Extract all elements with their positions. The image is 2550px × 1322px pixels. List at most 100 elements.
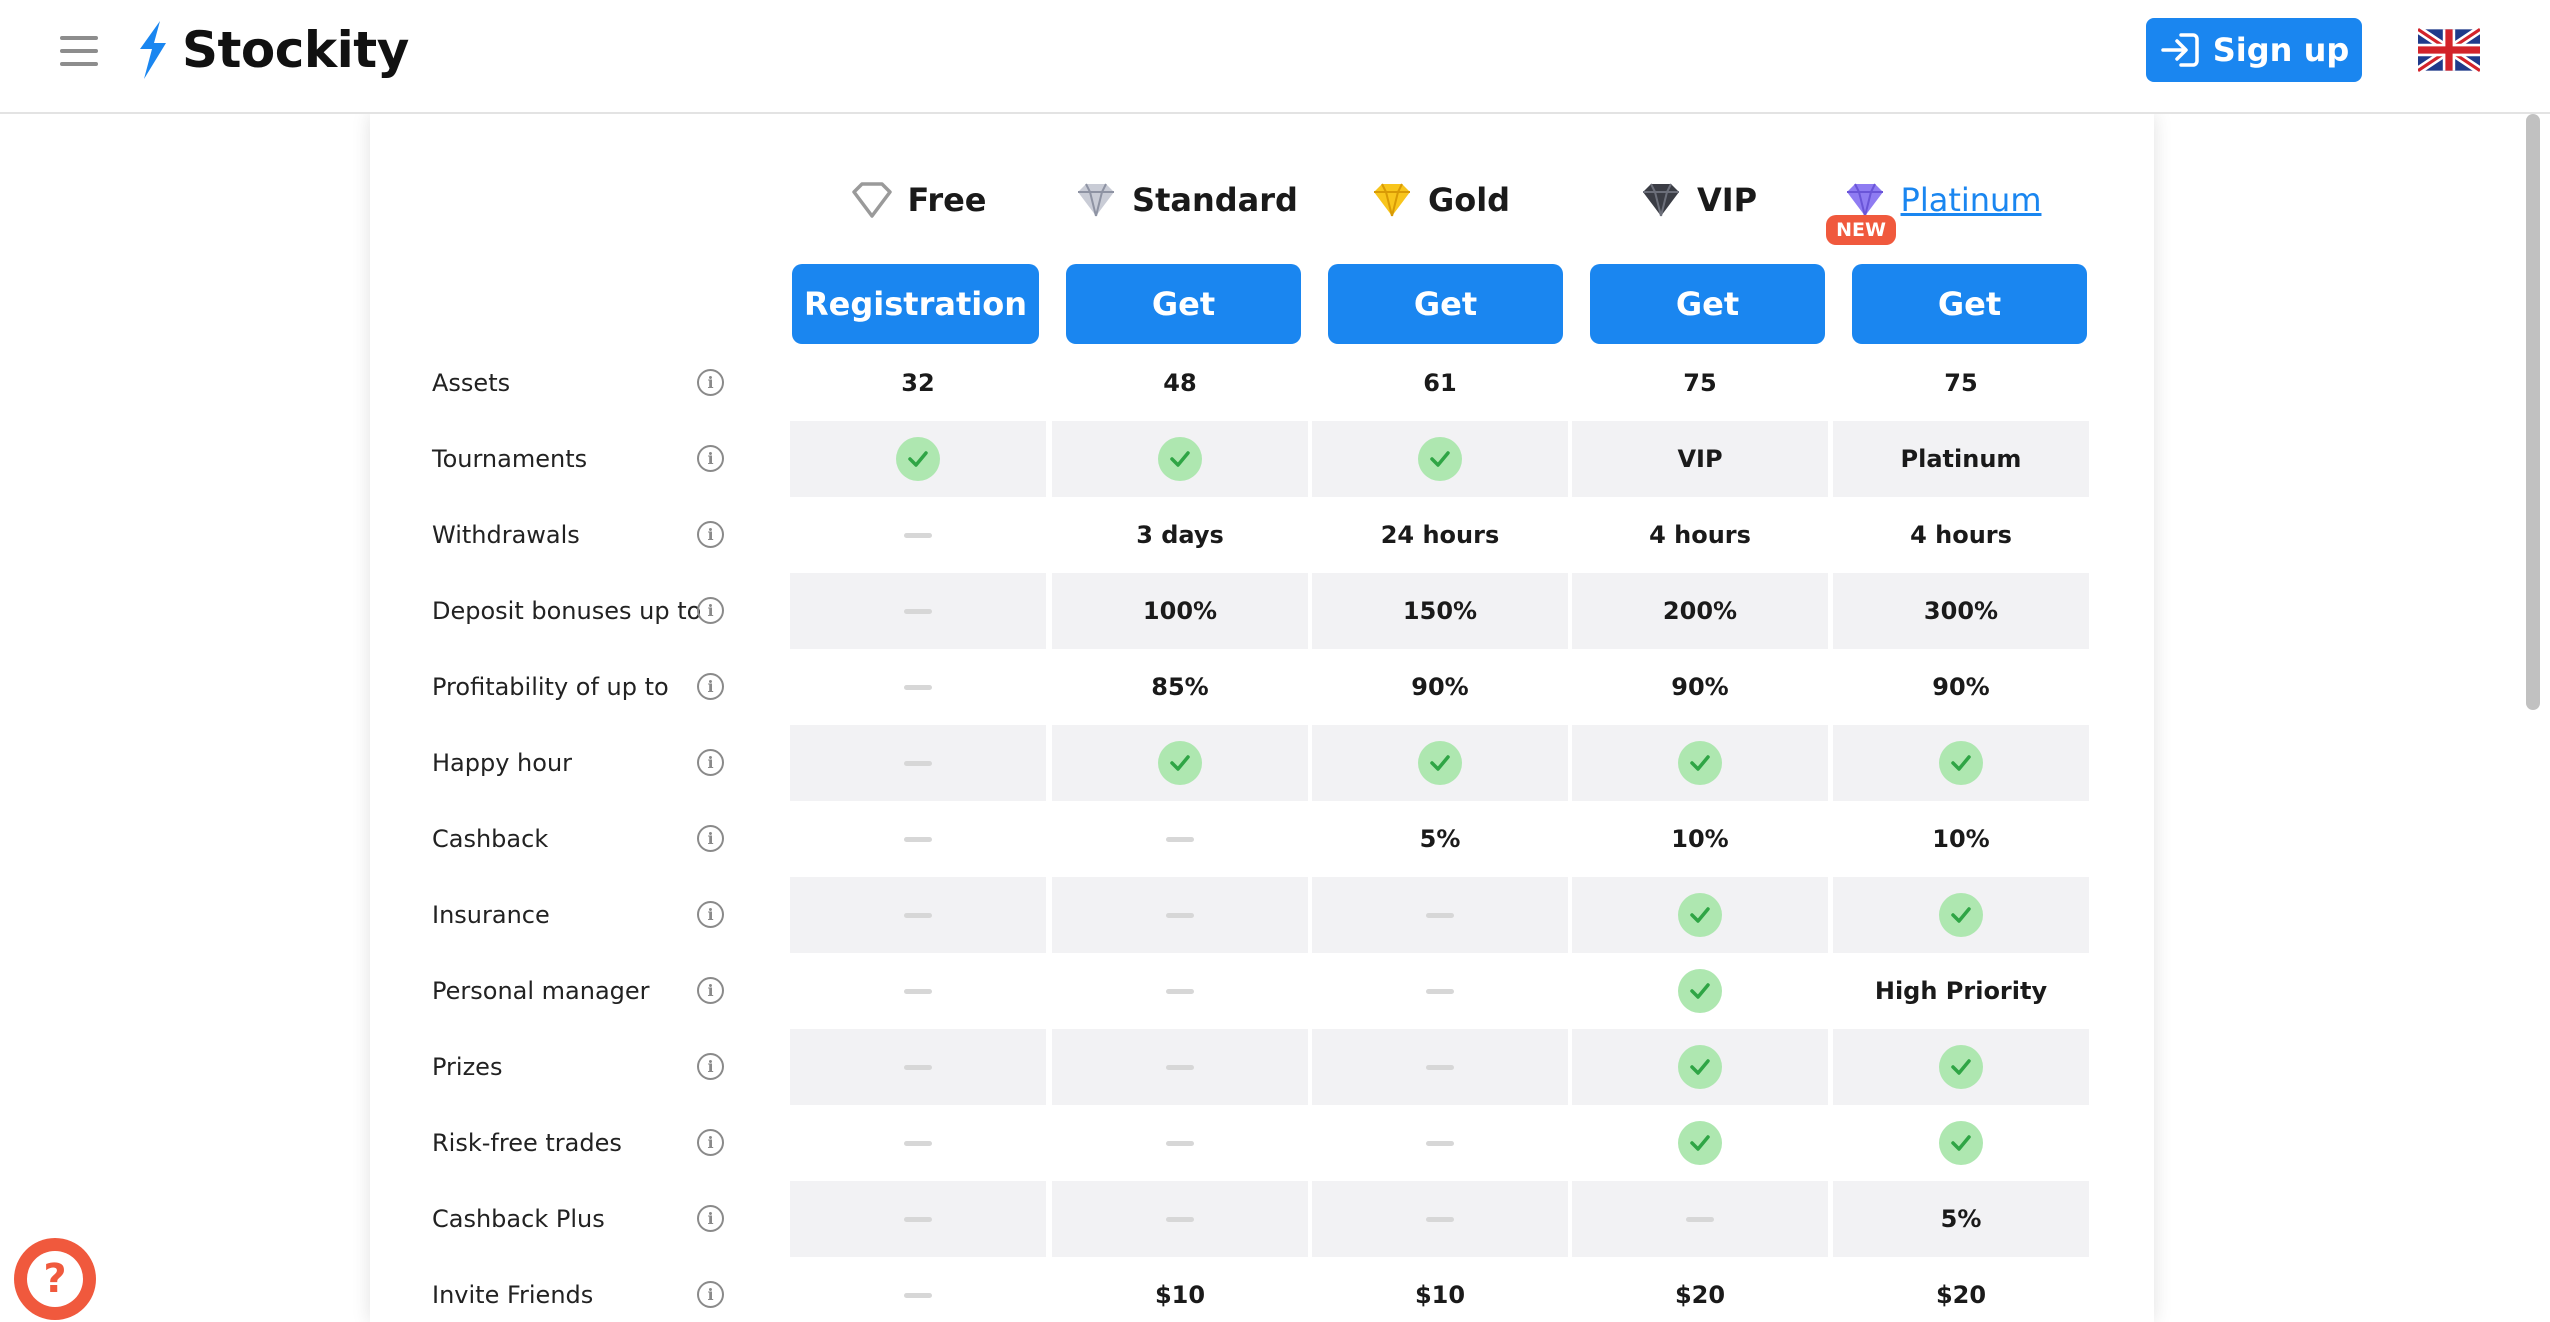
- dash-icon: [1426, 912, 1454, 918]
- dash-icon: [904, 760, 932, 766]
- feature-value: 5%: [1833, 1181, 2089, 1257]
- feature-value: 24 hours: [1380, 521, 1500, 549]
- checkmark-icon: [1678, 969, 1722, 1013]
- row-label: Withdrawals: [432, 521, 580, 549]
- registration-button[interactable]: Registration: [792, 264, 1039, 344]
- row-label: Profitability of up to: [432, 673, 669, 701]
- info-icon[interactable]: i: [697, 597, 724, 624]
- feature-value: 85%: [1151, 673, 1209, 701]
- get-platinum-button[interactable]: Get: [1852, 264, 2087, 344]
- dash-icon: [904, 988, 932, 994]
- feature-value: 300%: [1833, 573, 2089, 649]
- info-icon[interactable]: i: [697, 445, 724, 472]
- checkmark-icon: [1678, 1121, 1722, 1165]
- feature-cell: [1052, 801, 1308, 877]
- silver-diamond-icon: [1078, 183, 1115, 217]
- feature-cell: [1052, 953, 1308, 1029]
- dash-icon: [1166, 1140, 1194, 1146]
- feature-cell: [790, 1257, 1046, 1322]
- feature-value: 75: [1944, 369, 1978, 397]
- feature-value: 48: [1163, 369, 1197, 397]
- feature-cell: [790, 649, 1046, 725]
- info-icon[interactable]: i: [697, 369, 724, 396]
- checkmark-icon: [896, 437, 940, 481]
- feature-cell: [1312, 953, 1568, 1029]
- dash-icon: [1166, 912, 1194, 918]
- info-icon[interactable]: i: [697, 1129, 724, 1156]
- dash-icon: [1426, 1216, 1454, 1222]
- dash-icon: [1426, 1064, 1454, 1070]
- plan-name: VIP: [1696, 181, 1758, 219]
- feature-value: 5%: [1419, 825, 1461, 853]
- plan-header-free: Free: [788, 170, 1048, 230]
- scrollbar[interactable]: [2526, 114, 2540, 710]
- feature-cell: [790, 953, 1046, 1029]
- info-icon[interactable]: i: [697, 521, 724, 548]
- dash-icon: [1166, 836, 1194, 842]
- dash-icon: [1426, 1140, 1454, 1146]
- info-icon[interactable]: i: [697, 1053, 724, 1080]
- black-diamond-icon: [1642, 183, 1679, 217]
- info-icon[interactable]: i: [697, 1205, 724, 1232]
- feature-cell: [790, 801, 1046, 877]
- dash-icon: [904, 1064, 932, 1070]
- feature-value: VIP: [1572, 421, 1828, 497]
- dash-icon: [1166, 988, 1194, 994]
- uk-flag-icon[interactable]: [2418, 28, 2480, 72]
- checkmark-icon: [1158, 741, 1202, 785]
- plan-header-vip: VIP: [1568, 170, 1828, 230]
- dash-icon: [904, 532, 932, 538]
- feature-value: Platinum: [1833, 421, 2089, 497]
- platinum-link[interactable]: Platinum: [1900, 181, 2042, 219]
- feature-value: 61: [1423, 369, 1457, 397]
- menu-icon[interactable]: [60, 36, 98, 66]
- checkmark-icon: [1678, 741, 1722, 785]
- feature-cell: [1572, 1029, 1828, 1105]
- logo-mark-icon: [140, 21, 166, 79]
- sign-up-button[interactable]: Sign up: [2146, 18, 2362, 82]
- feature-cell: [790, 1105, 1046, 1181]
- feature-cell: [1052, 1105, 1308, 1181]
- get-vip-button[interactable]: Get: [1590, 264, 1825, 344]
- feature-cell: [1052, 725, 1308, 801]
- logo[interactable]: Stockity: [130, 18, 409, 82]
- feature-value: 100%: [1052, 573, 1308, 649]
- info-icon[interactable]: i: [697, 1281, 724, 1308]
- get-gold-button[interactable]: Get: [1328, 264, 1563, 344]
- checkmark-icon: [1418, 741, 1462, 785]
- plan-header-standard: Standard: [1056, 170, 1316, 230]
- get-standard-button[interactable]: Get: [1066, 264, 1301, 344]
- info-icon[interactable]: i: [697, 825, 724, 852]
- checkmark-icon: [1678, 893, 1722, 937]
- plan-name: Standard: [1132, 181, 1298, 219]
- feature-value: 4 hours: [1649, 521, 1751, 549]
- feature-value: $20: [1935, 1281, 1987, 1309]
- dash-icon: [904, 912, 932, 918]
- feature-value: 75: [1683, 369, 1717, 397]
- dash-icon: [1166, 1216, 1194, 1222]
- feature-value: 90%: [1411, 673, 1469, 701]
- info-icon[interactable]: i: [697, 901, 724, 928]
- row-label: Deposit bonuses up to: [432, 597, 702, 625]
- feature-value: 200%: [1572, 573, 1828, 649]
- login-arrow-icon: [2160, 33, 2199, 67]
- feature-value: High Priority: [1874, 977, 2048, 1005]
- feature-value: 3 days: [1136, 521, 1224, 549]
- info-icon[interactable]: i: [697, 749, 724, 776]
- feature-cell: [1312, 1181, 1568, 1257]
- feature-cell: [1833, 725, 2089, 801]
- feature-cell: [1833, 1029, 2089, 1105]
- row-label: Risk-free trades: [432, 1129, 622, 1157]
- info-icon[interactable]: i: [697, 673, 724, 700]
- feature-value: $10: [1154, 1281, 1206, 1309]
- feature-cell: [1312, 1105, 1568, 1181]
- help-button[interactable]: ?: [14, 1238, 96, 1320]
- dash-icon: [904, 1292, 932, 1298]
- row-label: Assets: [432, 369, 511, 397]
- feature-cell: [1312, 421, 1568, 497]
- plan-name: Free: [907, 181, 987, 219]
- question-icon: ?: [27, 1251, 83, 1307]
- row-label: Prizes: [432, 1053, 503, 1081]
- info-icon[interactable]: i: [697, 977, 724, 1004]
- sign-up-label: Sign up: [2212, 31, 2350, 69]
